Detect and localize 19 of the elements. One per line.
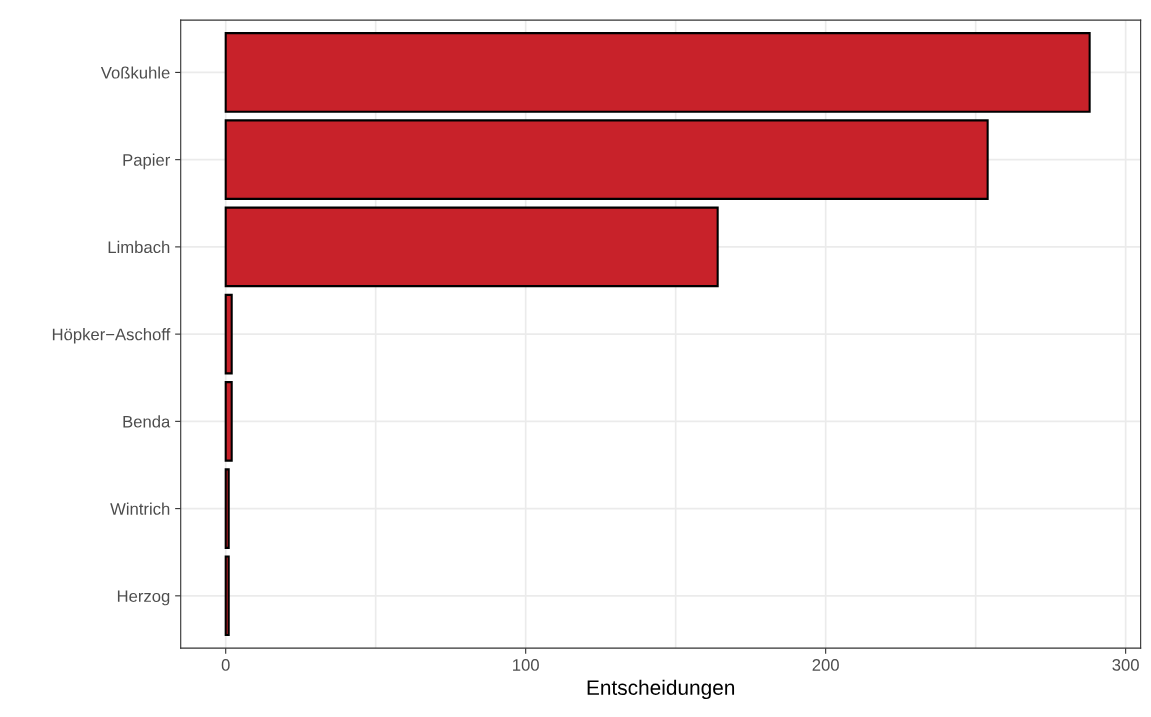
bar — [224, 119, 989, 200]
bar — [224, 32, 1091, 113]
y-tick-label: Höpker−Aschoff — [52, 328, 171, 344]
bar — [224, 293, 233, 375]
bar — [224, 468, 230, 549]
x-axis-title: Entscheidungen — [587, 679, 735, 700]
y-tick-label: Voßkuhle — [100, 66, 170, 79]
y-tick-label: Herzog — [117, 590, 170, 606]
y-tick-label: Limbach — [108, 240, 170, 254]
y-tick-label: Wintrich — [110, 502, 170, 515]
y-tick-label: Benda — [123, 415, 171, 428]
y-tick-label: Papier — [123, 153, 171, 170]
x-tick-label: 300 — [1112, 659, 1139, 671]
x-tick-label: 100 — [513, 659, 539, 671]
bar — [224, 206, 719, 288]
x-tick-label: 0 — [221, 659, 230, 671]
x-tick-label: 200 — [812, 659, 839, 671]
bar — [224, 555, 230, 637]
bar — [224, 381, 233, 462]
